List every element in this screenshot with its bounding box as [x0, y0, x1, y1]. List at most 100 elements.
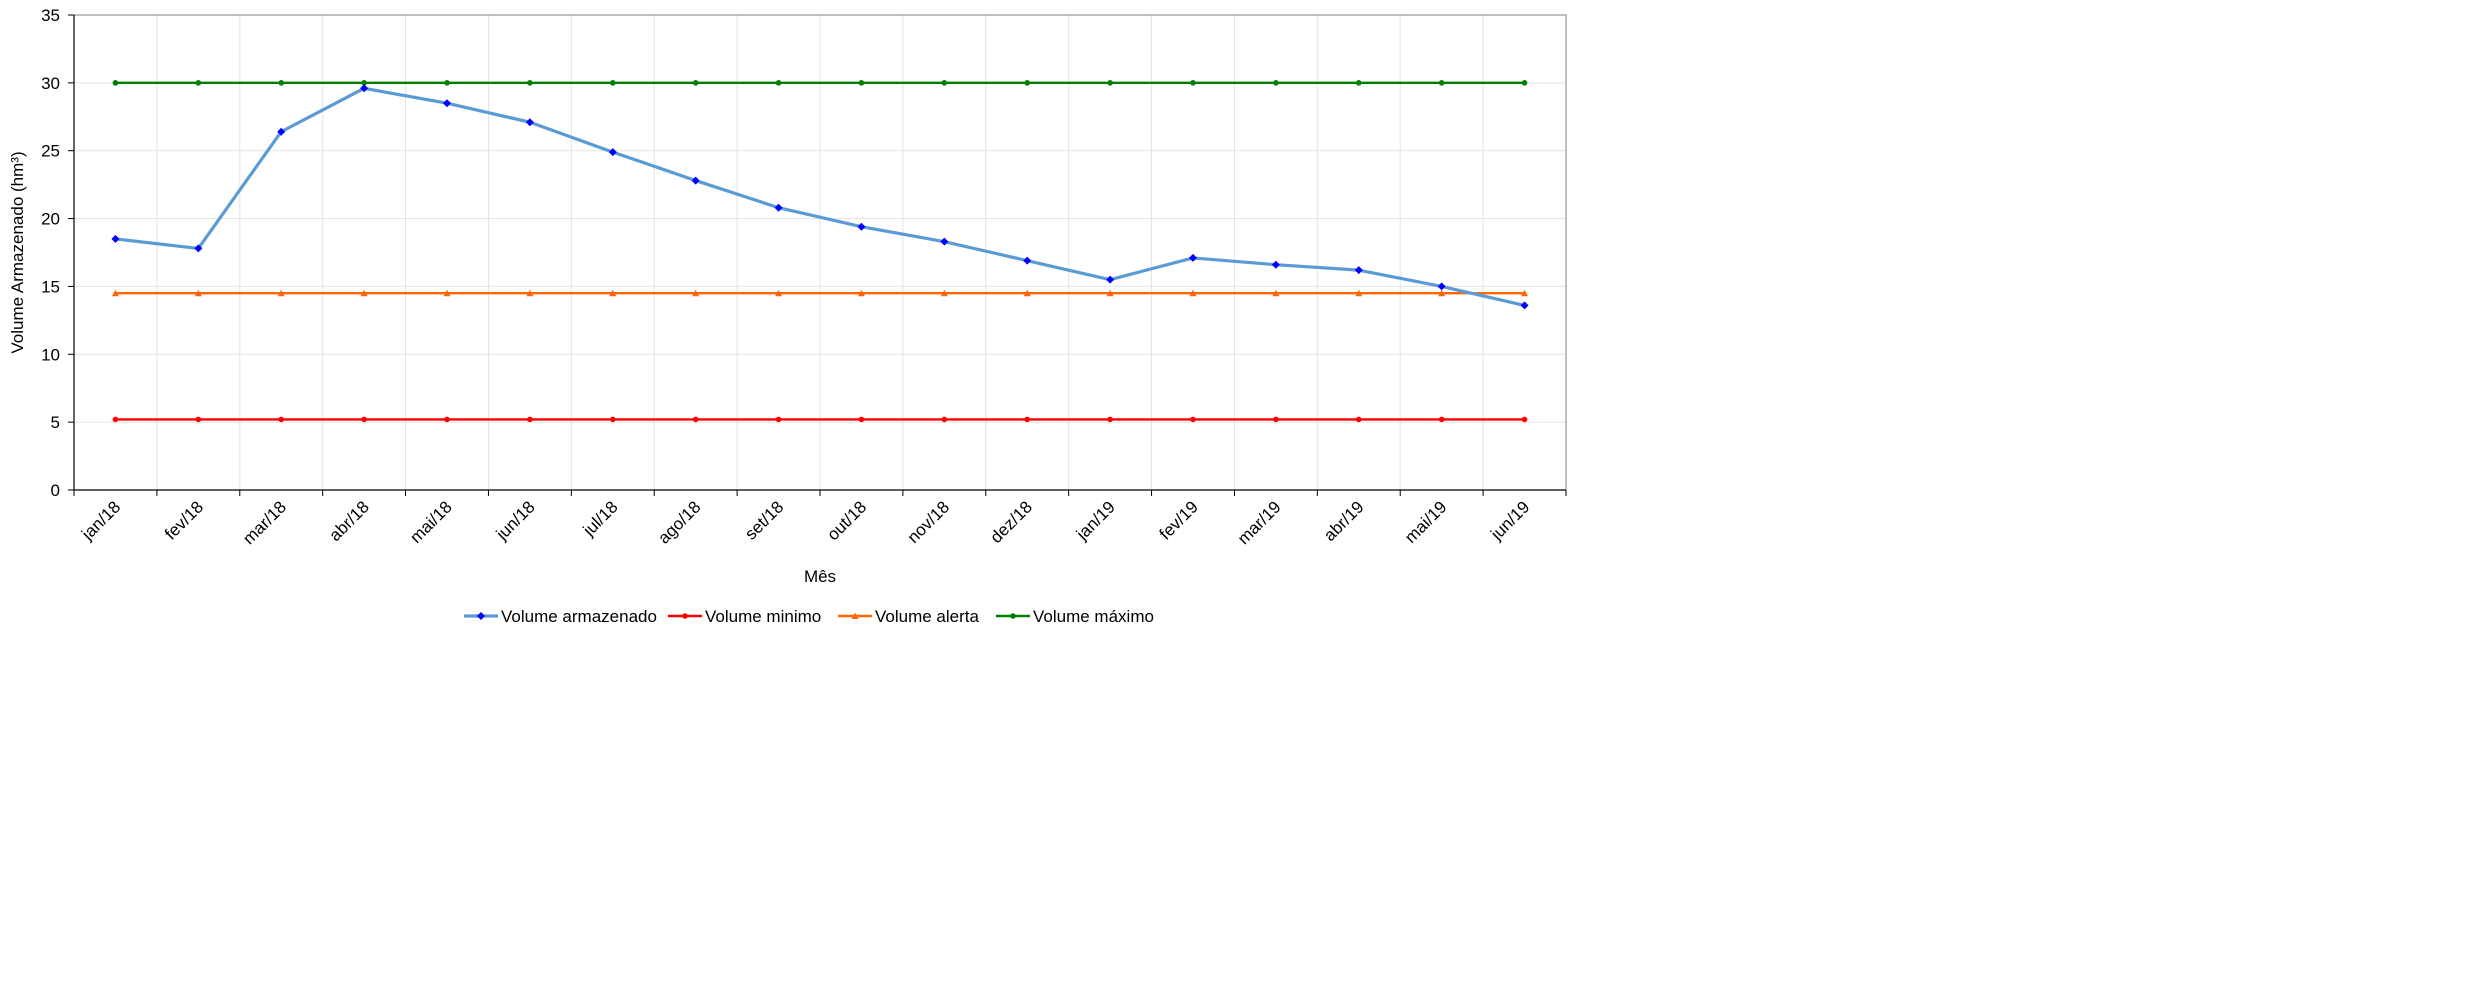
- data-point: [443, 289, 451, 297]
- y-tick-label: 0: [51, 481, 60, 500]
- y-tick-label: 20: [41, 210, 60, 229]
- y-tick-label: 25: [41, 142, 60, 161]
- series-2: [112, 416, 1528, 423]
- legend-marker: [851, 612, 859, 619]
- data-point: [940, 289, 948, 297]
- data-point: [195, 416, 202, 423]
- data-point: [609, 289, 617, 297]
- data-point: [360, 289, 368, 297]
- data-point: [526, 289, 534, 297]
- x-tick-label: dez/18: [987, 497, 1037, 547]
- data-point: [1355, 416, 1362, 423]
- legend: Volume armazenado Volume minimo Volume ale…: [464, 607, 1154, 626]
- x-tick-label: mar/19: [1234, 497, 1285, 548]
- data-point: [1190, 80, 1196, 86]
- data-point: [857, 222, 866, 231]
- x-axis-title: Mês: [804, 567, 836, 586]
- legend-item: Volume armazenado: [464, 607, 657, 626]
- data-point: [1521, 80, 1528, 86]
- series-line: [115, 86, 1525, 307]
- legend-marker: [1010, 613, 1016, 619]
- y-tick-label: 15: [41, 277, 60, 296]
- data-point: [1106, 275, 1115, 284]
- data-point: [1438, 416, 1445, 423]
- x-tick-label: nov/18: [904, 497, 954, 547]
- data-point: [525, 118, 534, 127]
- data-point: [360, 84, 369, 93]
- data-point: [691, 176, 700, 185]
- data-point: [112, 80, 119, 86]
- x-axis-ticks: jan/18 fev/18 mar/18 abr/18 mai/18 jun/18 jul/…: [73, 490, 1567, 548]
- x-tick-label: jun/18: [492, 497, 539, 544]
- data-point: [361, 416, 367, 423]
- x-tick-label: jan/19: [1072, 497, 1119, 544]
- data-point: [775, 80, 782, 86]
- data-point: [1437, 282, 1446, 291]
- data-point: [1107, 416, 1113, 423]
- data-point: [857, 289, 865, 297]
- data-point: [1521, 289, 1529, 297]
- data-point: [1107, 80, 1113, 86]
- x-tick-label: set/18: [741, 497, 787, 543]
- data-point: [1024, 416, 1031, 423]
- x-tick-label: mai/19: [1401, 497, 1451, 547]
- data-point: [1106, 289, 1114, 297]
- y-axis-ticks: 0 5 10 15 20 25 30 35: [41, 6, 74, 500]
- data-point: [609, 416, 616, 423]
- data-point: [858, 80, 865, 86]
- data-point: [1273, 416, 1279, 423]
- legend-marker: [682, 613, 688, 619]
- x-tick-label: mar/18: [239, 497, 290, 548]
- data-point: [775, 289, 783, 297]
- data-point: [527, 416, 533, 423]
- x-tick-label: out/18: [823, 497, 870, 544]
- x-tick-label: abr/19: [1320, 497, 1368, 545]
- x-tick-label: mai/18: [406, 497, 456, 547]
- x-tick-label: jun/19: [1486, 497, 1533, 544]
- data-point: [608, 148, 617, 157]
- x-tick-label: fev/19: [1156, 497, 1202, 543]
- data-point: [1355, 80, 1362, 86]
- data-point: [111, 234, 120, 243]
- data-point: [940, 237, 949, 246]
- data-point: [443, 99, 451, 108]
- x-tick-label: jul/18: [579, 497, 622, 540]
- data-point: [1271, 260, 1280, 269]
- data-point: [692, 416, 699, 423]
- x-tick-label: jan/18: [77, 497, 124, 544]
- data-point: [1024, 80, 1031, 86]
- x-tick-label: abr/18: [325, 497, 373, 545]
- legend-item: Volume alerta: [838, 607, 979, 626]
- y-axis-title: Volume Armazenado (hm³): [8, 151, 27, 353]
- data-point: [277, 127, 286, 136]
- series-4: [112, 80, 1528, 86]
- legend-label: Volume armazenado: [501, 607, 657, 626]
- data-point: [941, 80, 948, 86]
- legend-item: Volume máximo: [996, 607, 1154, 626]
- line-chart: 0 5 10 15 20 25 30 35 jan/18 fev/18 mar/18 abr/18 m…: [8, 6, 1567, 626]
- series-3: [111, 289, 1529, 297]
- x-tick-label: ago/18: [654, 497, 704, 547]
- legend-label: Volume alerta: [875, 607, 979, 626]
- data-point: [444, 416, 450, 423]
- data-point: [1273, 80, 1279, 86]
- data-point: [692, 289, 700, 297]
- data-point: [112, 416, 119, 423]
- data-point: [1521, 416, 1528, 423]
- series-1: [111, 84, 1529, 310]
- data-point: [194, 244, 203, 253]
- data-point: [278, 416, 285, 423]
- data-point: [941, 416, 948, 423]
- data-point: [1190, 416, 1196, 423]
- y-tick-label: 30: [41, 74, 60, 93]
- legend-marker: [477, 612, 485, 620]
- series-lines: [111, 80, 1529, 423]
- data-point: [1354, 266, 1363, 275]
- legend-label: Volume minimo: [705, 607, 821, 626]
- data-point: [609, 80, 616, 86]
- data-point: [195, 80, 202, 86]
- data-point: [692, 80, 699, 86]
- data-point: [277, 289, 285, 297]
- data-point: [194, 289, 202, 297]
- data-point: [1189, 289, 1197, 297]
